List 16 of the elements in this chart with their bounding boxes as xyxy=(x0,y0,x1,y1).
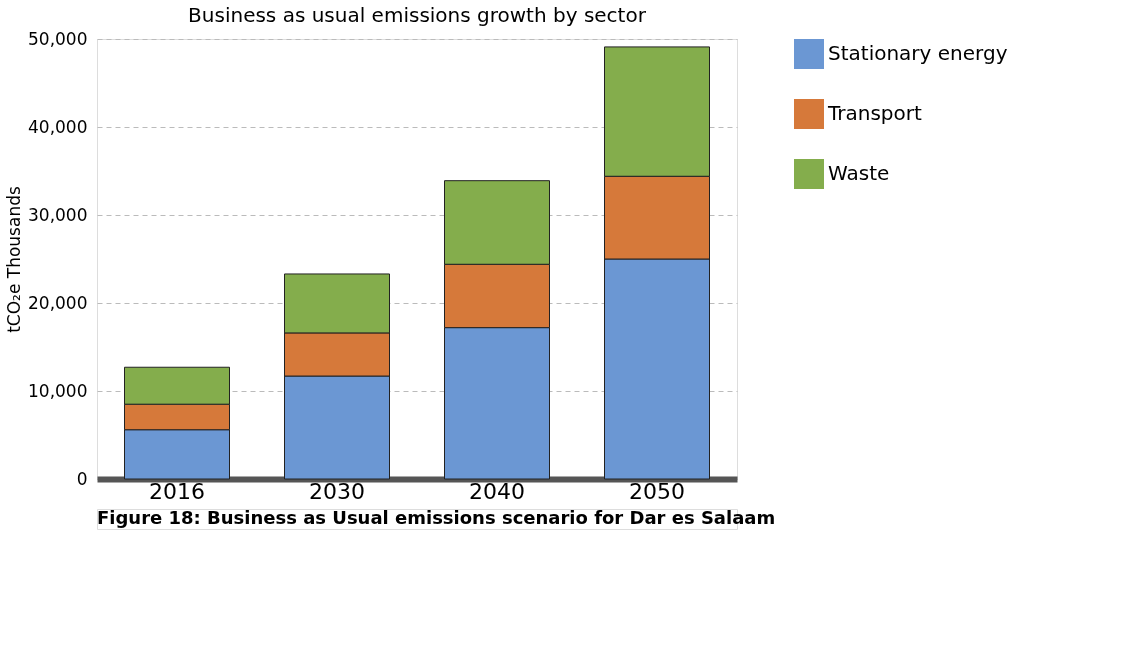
y-tick-label: 50,000 xyxy=(28,28,88,49)
x-tick-label: 2050 xyxy=(629,478,685,504)
y-tick-label: 40,000 xyxy=(28,116,88,137)
y-tick-label: 10,000 xyxy=(28,380,88,401)
legend-label: Transport xyxy=(827,101,923,125)
legend-label: Waste xyxy=(828,161,890,185)
y-tick-label: 20,000 xyxy=(28,292,88,313)
x-tick-label: 2016 xyxy=(149,478,205,504)
caption: Figure 18: Business as Usual emissions scenario for Dar es Salaam xyxy=(97,507,776,528)
y-axis-title: tCO₂e Thousands xyxy=(4,186,25,333)
y-tick-label: 30,000 xyxy=(28,204,88,225)
x-tick-label: 2040 xyxy=(469,478,525,504)
y-tick-label: 0 xyxy=(76,468,88,489)
chart-title: Business as usual emissions growth by sector xyxy=(188,3,647,27)
x-tick-label: 2030 xyxy=(309,478,365,504)
legend-label: Stationary energy xyxy=(828,41,1008,65)
